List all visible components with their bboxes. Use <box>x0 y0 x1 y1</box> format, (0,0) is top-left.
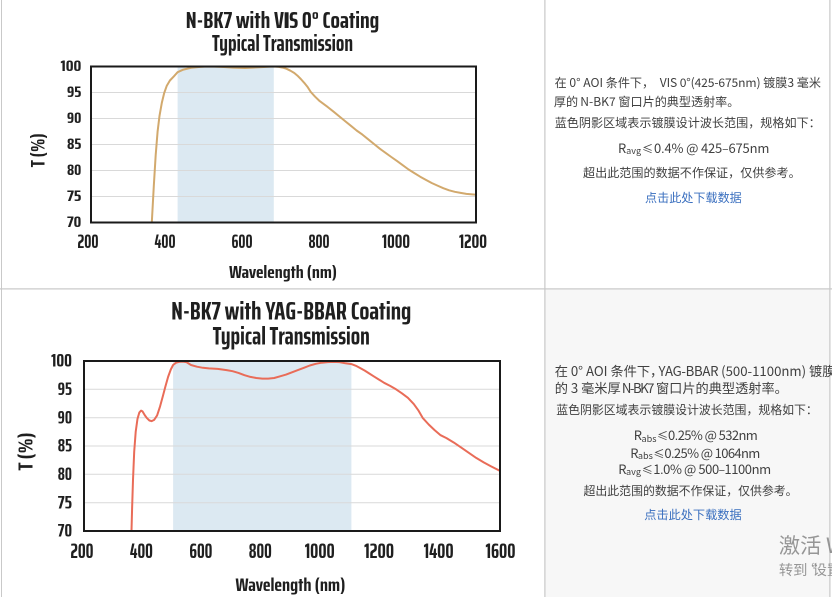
svg-text:400: 400 <box>155 227 176 257</box>
svg-text:1200: 1200 <box>364 535 394 568</box>
svg-text:Wavelength (nm): Wavelength (nm) <box>235 571 345 597</box>
svg-text:100: 100 <box>51 347 72 375</box>
svg-text:100: 100 <box>61 53 82 78</box>
svg-text:1000: 1000 <box>305 535 335 568</box>
svg-text:Wavelength (nm): Wavelength (nm) <box>229 259 337 286</box>
svg-text:80: 80 <box>58 460 72 488</box>
svg-text:N-BK7 with YAG-BBAR Coating: N-BK7 with YAG-BBAR Coating <box>171 292 411 331</box>
svg-text:85: 85 <box>67 131 81 156</box>
svg-text:600: 600 <box>232 227 253 257</box>
svg-text:1000: 1000 <box>382 227 410 257</box>
svg-text:T (%): T (%) <box>10 433 42 471</box>
svg-text:400: 400 <box>130 535 153 568</box>
svg-text:1200: 1200 <box>459 227 487 257</box>
svg-text:75: 75 <box>58 488 73 516</box>
svg-text:200: 200 <box>71 535 94 568</box>
svg-text:1600: 1600 <box>486 535 516 568</box>
svg-text:800: 800 <box>249 535 272 568</box>
svg-text:85: 85 <box>58 432 72 460</box>
svg-text:95: 95 <box>58 375 72 403</box>
svg-text:1400: 1400 <box>424 535 454 568</box>
svg-text:N-BK7 with VIS 0° Coating: N-BK7 with VIS 0° Coating <box>186 3 380 39</box>
svg-text:Typical Transmission: Typical Transmission <box>213 317 370 356</box>
svg-text:T (%): T (%) <box>23 133 54 167</box>
svg-text:90: 90 <box>67 105 81 130</box>
svg-text:800: 800 <box>309 227 330 257</box>
svg-text:70: 70 <box>67 209 81 234</box>
svg-text:75: 75 <box>67 183 81 208</box>
svg-text:70: 70 <box>58 517 72 545</box>
svg-text:200: 200 <box>78 227 99 257</box>
svg-text:90: 90 <box>58 403 72 431</box>
svg-text:80: 80 <box>67 157 81 182</box>
svg-text:Typical Transmission: Typical Transmission <box>212 26 353 62</box>
svg-text:600: 600 <box>189 535 212 568</box>
svg-text:95: 95 <box>67 79 81 104</box>
